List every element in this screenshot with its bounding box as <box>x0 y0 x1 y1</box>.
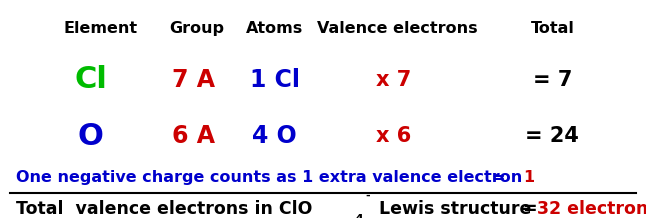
Text: = 7: = 7 <box>533 70 572 90</box>
Text: Element: Element <box>63 21 137 36</box>
Text: =: = <box>522 200 537 218</box>
Text: =: = <box>491 170 505 185</box>
Text: = 24: = 24 <box>525 126 579 146</box>
Text: 4: 4 <box>354 213 363 218</box>
Text: Cl: Cl <box>74 65 107 94</box>
Text: Atoms: Atoms <box>246 21 303 36</box>
Text: Total  valence electrons in ClO: Total valence electrons in ClO <box>16 200 313 218</box>
Text: x 7: x 7 <box>377 70 412 90</box>
Text: x 6: x 6 <box>377 126 412 146</box>
Text: O: O <box>78 122 103 151</box>
Text: 6 A: 6 A <box>172 124 215 148</box>
Text: Total: Total <box>530 21 574 36</box>
Text: Group: Group <box>169 21 225 36</box>
Text: 7 A: 7 A <box>172 68 215 92</box>
Text: Lewis structure: Lewis structure <box>373 200 532 218</box>
Text: -: - <box>366 191 370 201</box>
Text: 1: 1 <box>523 170 534 185</box>
Text: 32 electrons: 32 electrons <box>537 200 646 218</box>
Text: 4 O: 4 O <box>252 124 297 148</box>
Text: 1 Cl: 1 Cl <box>249 68 300 92</box>
Text: Valence electrons: Valence electrons <box>317 21 477 36</box>
Text: One negative charge counts as 1 extra valence electron: One negative charge counts as 1 extra va… <box>16 170 523 185</box>
